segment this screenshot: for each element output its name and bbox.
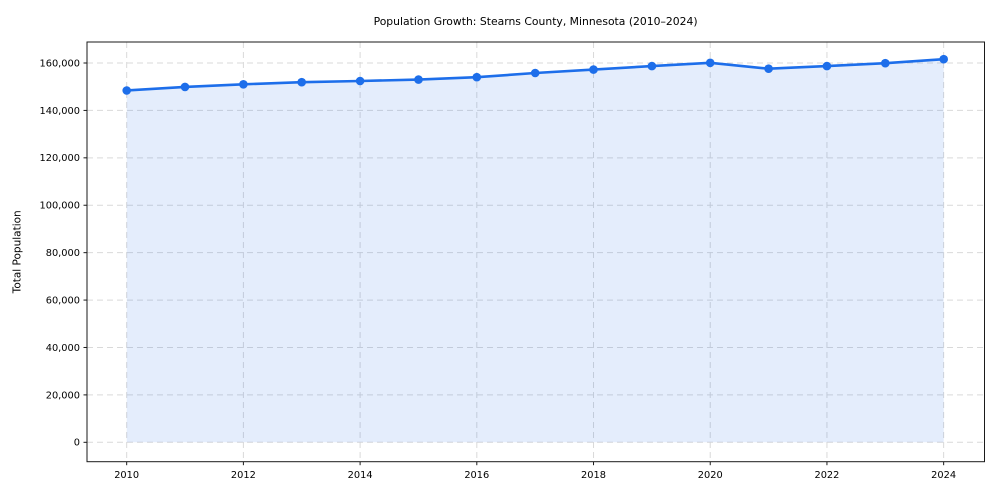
area-layer bbox=[126, 59, 944, 443]
x-tick-label: 2016 bbox=[464, 470, 489, 481]
data-point bbox=[122, 86, 131, 95]
y-tick-label: 60,000 bbox=[46, 295, 80, 306]
y-tick-label: 20,000 bbox=[46, 390, 80, 401]
data-point bbox=[239, 80, 248, 89]
y-tick-label: 140,000 bbox=[39, 106, 80, 117]
data-point bbox=[472, 72, 482, 82]
x-tick-label: 2018 bbox=[581, 470, 606, 481]
data-point bbox=[297, 77, 307, 87]
area-fill bbox=[126, 59, 944, 443]
data-point bbox=[530, 68, 540, 78]
data-point bbox=[589, 65, 598, 74]
y-tick-label: 0 bbox=[74, 438, 80, 449]
spines-layer bbox=[86, 41, 985, 463]
data-point bbox=[939, 54, 948, 64]
x-tick-label: 2020 bbox=[698, 470, 723, 481]
x-tick-label: 2010 bbox=[114, 470, 139, 481]
y-tick-label: 120,000 bbox=[39, 153, 80, 164]
data-point bbox=[355, 76, 365, 86]
x-tick-label: 2022 bbox=[814, 470, 839, 481]
y-axis-label: Total Population bbox=[12, 210, 24, 294]
data-point bbox=[764, 64, 773, 73]
series-layer bbox=[122, 54, 948, 95]
plot-border bbox=[86, 41, 985, 463]
data-point bbox=[647, 61, 657, 71]
data-point bbox=[881, 58, 890, 68]
data-point bbox=[414, 75, 423, 84]
x-tick-label: 2012 bbox=[231, 470, 256, 481]
y-tick-label: 160,000 bbox=[39, 58, 80, 69]
y-tick-label: 80,000 bbox=[46, 248, 80, 259]
y-tick-label: 100,000 bbox=[39, 201, 80, 212]
y-tick-label: 40,000 bbox=[46, 343, 80, 354]
x-tick-label: 2014 bbox=[348, 470, 373, 481]
data-point bbox=[705, 58, 715, 68]
data-point bbox=[822, 61, 832, 71]
chart-title: Population Growth: Stearns County, Minne… bbox=[374, 15, 698, 28]
data-point bbox=[180, 82, 190, 92]
x-tick-label: 2024 bbox=[931, 470, 956, 481]
ticks-layer: 0 20,000 40,000 60,000 80,000 100,000 120,000 1… bbox=[39, 58, 956, 481]
